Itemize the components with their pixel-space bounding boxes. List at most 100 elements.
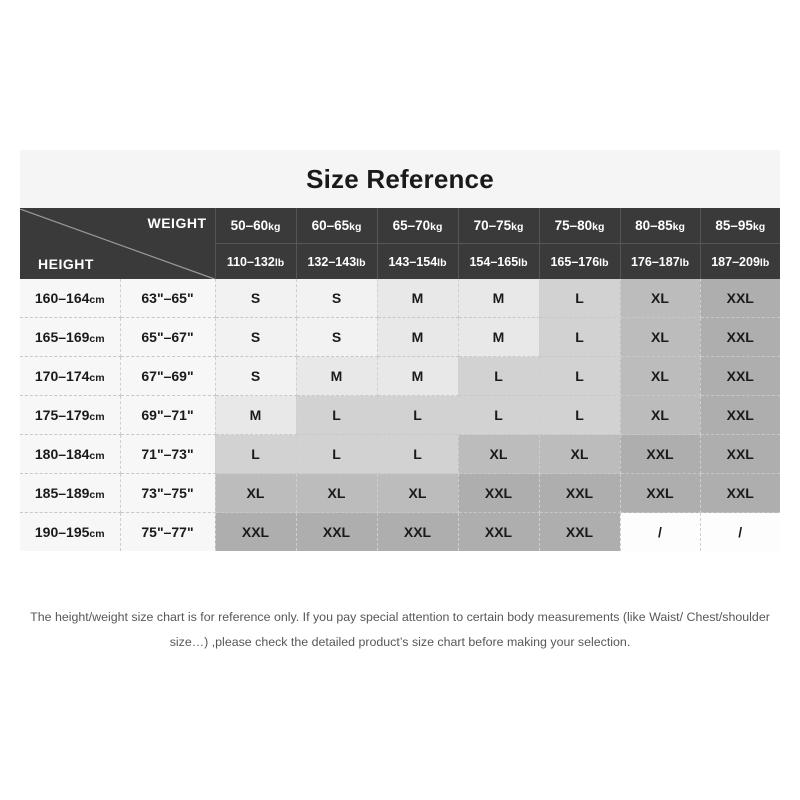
- cell-height-cm: 180–184cm: [20, 434, 121, 474]
- cell-size: XXL: [620, 434, 701, 474]
- table-row: 165–169cm 65"–67" S S M M L XL XXL: [20, 317, 780, 357]
- title-band: Size Reference: [20, 150, 780, 208]
- height-cm-unit: cm: [89, 372, 105, 384]
- cell-size: XXL: [458, 512, 540, 551]
- cell-size: XXL: [700, 356, 780, 396]
- cell-height-inch: 63"–65": [120, 279, 216, 318]
- cell-size: /: [620, 512, 701, 551]
- cell-height-cm: 185–189cm: [20, 473, 121, 513]
- header-weight-kg-unit-6: kg: [672, 221, 685, 233]
- table-row: 175–179cm 69"–71" M L L L L XL XXL: [20, 395, 780, 435]
- header-row-kg: WEIGHT HEIGHT 50–60kg 60–65kg 65–70kg 70…: [20, 208, 780, 279]
- table-row: 170–174cm 67"–69" S M M L L XL XXL: [20, 356, 780, 396]
- height-cm-value: 190–195: [34, 524, 90, 540]
- header-weight-lb-unit-5: lb: [599, 256, 609, 269]
- cell-height-cm: 165–169cm: [20, 317, 121, 357]
- header-weight-lb-1: 110–132lb: [215, 243, 297, 279]
- height-cm-value: 180–184: [34, 446, 90, 462]
- cell-size: L: [377, 395, 459, 435]
- cell-size: XXL: [539, 473, 621, 513]
- cell-size: M: [458, 317, 540, 357]
- cell-size: XL: [458, 434, 540, 474]
- height-cm-unit: cm: [89, 294, 105, 306]
- cell-size: S: [296, 279, 378, 318]
- header-weight-kg-7: 85–95kg: [700, 208, 780, 244]
- cell-size: XXL: [377, 512, 459, 551]
- header-weight-kg-unit-2: kg: [349, 221, 362, 233]
- height-cm-value: 165–169: [34, 329, 90, 345]
- cell-height-inch: 73"–75": [120, 473, 216, 513]
- corner-height-label: HEIGHT: [38, 255, 94, 272]
- cell-size: L: [539, 279, 621, 318]
- cell-height-inch: 75"–77": [120, 512, 216, 551]
- cell-size: M: [215, 395, 297, 435]
- header-weight-kg-range-2: 60–65: [311, 218, 350, 233]
- cell-size: XXL: [700, 473, 780, 513]
- header-weight-lb-range-6: 176–187: [630, 254, 680, 269]
- cell-size: L: [377, 434, 459, 474]
- header-weight-kg-unit-3: kg: [430, 221, 443, 233]
- cell-size: S: [215, 317, 297, 357]
- size-reference-table: WEIGHT HEIGHT 50–60kg 60–65kg 65–70kg 70…: [20, 208, 780, 551]
- cell-size: XL: [620, 356, 701, 396]
- cell-size: S: [296, 317, 378, 357]
- table-row: 190–195cm 75"–77" XXL XXL XXL XXL XXL / /: [20, 512, 780, 551]
- header-weight-kg-unit-7: kg: [752, 221, 766, 233]
- header-weight-lb-unit-3: lb: [437, 256, 447, 269]
- header-weight-lb-2: 132–143lb: [296, 243, 378, 279]
- cell-size: XL: [620, 395, 701, 435]
- diagonal-divider-icon: [20, 208, 215, 279]
- cell-size: L: [539, 395, 621, 435]
- table-body: 160–164cm 63"–65" S S M M L XL XXL 165–169cm 65"–6…: [20, 279, 780, 551]
- header-weight-lb-unit-4: lb: [518, 256, 528, 269]
- corner-weight-label: WEIGHT: [147, 214, 207, 231]
- cell-size: XL: [377, 473, 459, 513]
- cell-size: M: [377, 279, 459, 318]
- header-weight-lb-4: 154–165lb: [458, 243, 540, 279]
- cell-height-inch: 67"–69": [120, 356, 216, 396]
- cell-size: XXL: [215, 512, 297, 551]
- header-corner-cell: WEIGHT HEIGHT: [20, 208, 216, 279]
- height-cm-value: 160–164: [34, 290, 90, 306]
- cell-height-inch: 71"–73": [120, 434, 216, 474]
- header-weight-lb-range-5: 165–176: [550, 254, 600, 269]
- table-row: 160–164cm 63"–65" S S M M L XL XXL: [20, 279, 780, 318]
- header-weight-lb-unit-7: lb: [759, 256, 770, 269]
- footnote-line-2: Chest/shoulder size…) ,please check the …: [169, 610, 770, 649]
- height-cm-value: 185–189: [34, 485, 90, 501]
- cell-size: L: [215, 434, 297, 474]
- cell-height-cm: 170–174cm: [20, 356, 121, 396]
- cell-height-inch: 65"–67": [120, 317, 216, 357]
- cell-size: M: [377, 317, 459, 357]
- header-weight-kg-unit-1: kg: [268, 221, 281, 233]
- cell-height-cm: 175–179cm: [20, 395, 121, 435]
- cell-size: L: [458, 395, 540, 435]
- cell-size: XXL: [458, 473, 540, 513]
- table-header: WEIGHT HEIGHT 50–60kg 60–65kg 65–70kg 70…: [20, 208, 780, 279]
- header-weight-kg-range-6: 80–85: [635, 218, 673, 233]
- header-weight-lb-range-2: 132–143: [307, 254, 357, 269]
- cell-size: XXL: [700, 317, 780, 357]
- cell-height-cm: 190–195cm: [20, 512, 121, 551]
- cell-size: S: [215, 356, 297, 396]
- cell-size: XXL: [620, 473, 701, 513]
- header-weight-lb-range-3: 143–154: [388, 254, 438, 269]
- cell-size: /: [700, 512, 780, 551]
- header-weight-kg-range-5: 75–80: [554, 218, 593, 233]
- header-row-lb: 110–132lb 132–143lb 143–154lb 154–165lb …: [20, 243, 780, 279]
- cell-size: XL: [620, 317, 701, 357]
- header-weight-kg-6: 80–85kg: [620, 208, 701, 244]
- header-weight-lb-5: 165–176lb: [539, 243, 621, 279]
- height-cm-value: 175–179: [34, 407, 90, 423]
- cell-height-inch: 69"–71": [120, 395, 216, 435]
- cell-size: XL: [620, 279, 701, 318]
- header-weight-kg-range-7: 85–95: [715, 218, 753, 233]
- page-title: Size Reference: [306, 163, 494, 194]
- height-cm-unit: cm: [89, 489, 105, 501]
- header-weight-kg-range-3: 65–70: [392, 218, 431, 233]
- header-weight-lb-unit-1: lb: [274, 256, 285, 269]
- header-weight-kg-2: 60–65kg: [296, 208, 378, 244]
- cell-size: XL: [215, 473, 297, 513]
- cell-size: XL: [539, 434, 621, 474]
- footnote-line-1: The height/weight size chart is for refe…: [30, 610, 684, 624]
